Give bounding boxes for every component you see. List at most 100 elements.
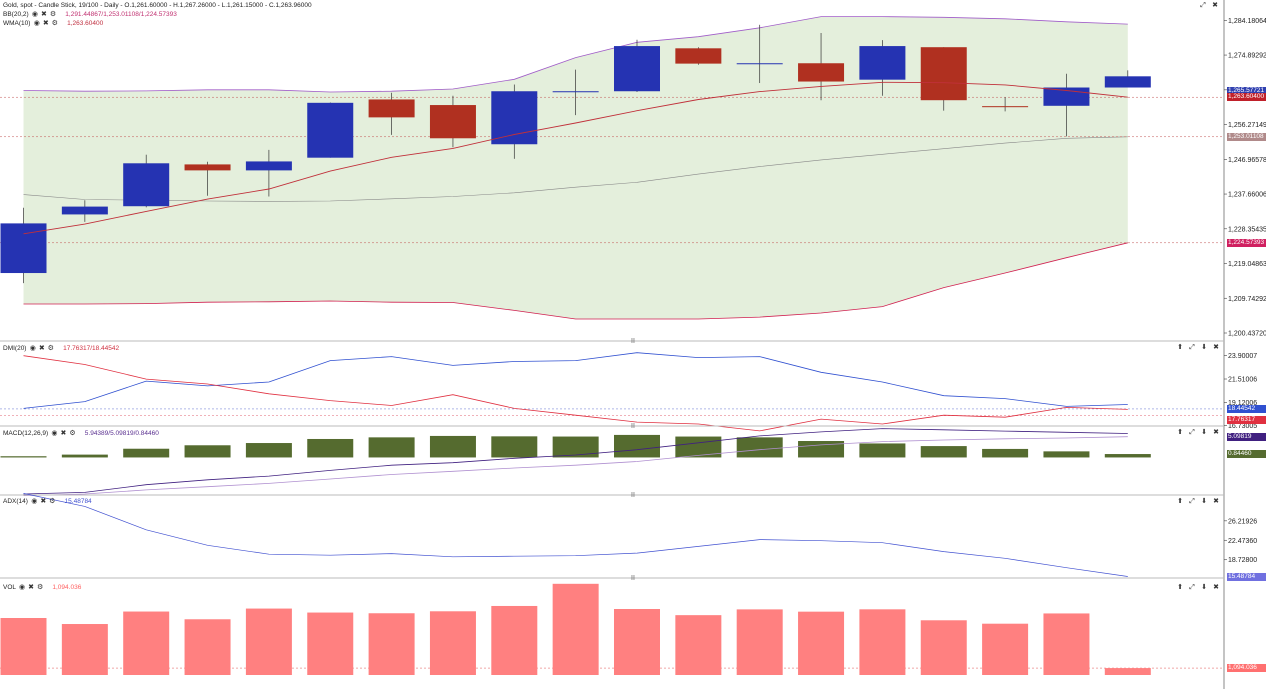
close-icon[interactable]: ✖ [1213, 344, 1219, 351]
price-tick-label: 1,237.66006 [1228, 192, 1266, 199]
candle-body [1104, 76, 1151, 88]
arrow-down-icon[interactable]: ⬇ [1201, 498, 1207, 505]
eye-icon[interactable]: ◉ [29, 345, 36, 352]
dmi-values: 17.76317/18.44542 [63, 345, 120, 352]
dmi-plus-tag: 18.44542 [1227, 404, 1266, 413]
close-icon[interactable]: ✖ [42, 20, 49, 27]
macd-hist-tag: 0.84460 [1227, 450, 1266, 459]
arrow-down-icon[interactable]: ⬇ [1201, 344, 1207, 351]
price-tick-label: 1,209.74292 [1228, 296, 1266, 303]
gear-icon[interactable]: ⚙ [49, 11, 57, 18]
macd-histogram-bar [61, 454, 108, 458]
adx-header: ADX(14) ◉ ✖ ⚙ 15.48784 [3, 497, 92, 506]
candle-body [245, 161, 292, 171]
expand-icon[interactable]: ⤢ [1200, 2, 1206, 9]
eye-icon[interactable]: ◉ [33, 20, 40, 27]
expand-icon[interactable]: ⤢ [1189, 344, 1195, 351]
macd-values: 5.94389/5.09819/0.84460 [84, 430, 159, 437]
bb-upper-line [23, 16, 1128, 93]
pane-resize-handle: II [631, 423, 635, 430]
close-icon[interactable]: ✖ [1213, 429, 1219, 436]
expand-icon[interactable]: ⤢ [1189, 429, 1195, 436]
macd-signal-tag: 5.09819 [1227, 432, 1266, 441]
arrow-up-icon[interactable]: ⬆ [1177, 429, 1183, 436]
volume-bar [614, 609, 660, 675]
macd-histogram-bar [675, 436, 722, 458]
close-icon[interactable]: ✖ [1213, 584, 1219, 591]
arrow-down-icon[interactable]: ⬇ [1201, 429, 1207, 436]
volume-bar [429, 611, 476, 675]
volume-bar [552, 583, 599, 675]
macd-signal-line [23, 436, 1128, 496]
vol-value-tag: 1,094.036 [1227, 664, 1266, 673]
adx-tick-label: 22.47360 [1228, 538, 1257, 545]
close-icon[interactable]: ✖ [1212, 2, 1218, 9]
dmi-header: DMI(20) ◉ ✖ ⚙ 17.76317/18.44542 [3, 344, 119, 353]
gear-icon[interactable]: ⚙ [49, 498, 56, 505]
price-tick-label: 1,219.04863 [1228, 261, 1266, 268]
gear-icon[interactable]: ⚙ [36, 584, 44, 591]
adx-tick-label: 26.21926 [1228, 518, 1257, 525]
macd-histogram-bar [552, 436, 599, 458]
volume-bar [245, 608, 292, 675]
close-icon[interactable]: ✖ [28, 584, 35, 591]
price-pane-controls: ⤢ ✖ [1197, 1, 1221, 10]
eye-icon[interactable]: ◉ [51, 430, 58, 437]
candle-body [184, 164, 231, 171]
volume-bar [0, 618, 47, 675]
pane-resize-handle: II [631, 338, 635, 345]
expand-icon[interactable]: ⤢ [1189, 584, 1195, 591]
dmi-pane-controls: ⬆ ⤢ ⬇ ✖ [1174, 343, 1222, 352]
candle-body [859, 46, 906, 80]
dmi-tick-label: 16.73005 [1228, 423, 1257, 430]
wma-values: 1,263.60400 [67, 20, 104, 27]
price-title: Gold, spot - Candle Stick, 19/100 - Dail… [3, 2, 312, 9]
arrow-up-icon[interactable]: ⬆ [1177, 498, 1183, 505]
expand-icon[interactable]: ⤢ [1189, 498, 1195, 505]
macd-histogram-bar [920, 446, 967, 458]
arrow-up-icon[interactable]: ⬆ [1177, 584, 1183, 591]
dmi-tick-label: 19.12006 [1228, 400, 1257, 407]
volume-bar [368, 613, 415, 675]
candle-body [552, 91, 599, 93]
candle-body [982, 106, 1029, 108]
macd-histogram-bar [614, 434, 660, 458]
arrow-down-icon[interactable]: ⬇ [1201, 584, 1207, 591]
gear-icon[interactable]: ⚙ [51, 20, 58, 27]
candle-body [614, 46, 660, 92]
volume-bar [798, 611, 845, 675]
dmi-minus-tag: 17.76317 [1227, 415, 1266, 424]
adx-tick-label: 18.72800 [1228, 557, 1257, 564]
bb-header: BB(20,2) ◉ ✖ ⚙ 1,291.44867/1,253.01108/1,2… [3, 10, 177, 19]
gear-icon[interactable]: ⚙ [69, 430, 76, 437]
pane-resize-handle: II [631, 492, 635, 499]
macd-line [23, 428, 1128, 495]
dmi-label: DMI(20) [3, 345, 27, 352]
volume-bar [123, 611, 170, 675]
adx-label: ADX(14) [3, 498, 28, 505]
macd-histogram-bar [307, 438, 354, 458]
bb-lower-value-tag: 1,224.57393 [1227, 238, 1266, 247]
close-icon[interactable]: ✖ [41, 11, 47, 18]
gear-icon[interactable]: ⚙ [47, 345, 54, 352]
candle-body [429, 105, 476, 139]
macd-histogram-bar [245, 443, 292, 458]
close-icon[interactable]: ✖ [1213, 498, 1219, 505]
price-tick-label: 1,246.96578 [1228, 157, 1266, 164]
price-tick-label: 1,284.18064 [1228, 18, 1266, 25]
volume-bar [982, 623, 1029, 675]
close-icon[interactable]: ✖ [40, 498, 47, 505]
eye-icon[interactable]: ◉ [31, 11, 39, 18]
candle-body [368, 99, 415, 118]
close-icon[interactable]: ✖ [38, 345, 45, 352]
eye-icon[interactable]: ◉ [31, 498, 38, 505]
macd-histogram-bar [859, 443, 906, 458]
eye-icon[interactable]: ◉ [19, 584, 26, 591]
volume-bar [1104, 668, 1151, 675]
close-icon[interactable]: ✖ [60, 430, 67, 437]
arrow-up-icon[interactable]: ⬆ [1177, 344, 1183, 351]
price-tick-label: 1,228.35435 [1228, 226, 1266, 233]
price-pane-header: Gold, spot - Candle Stick, 19/100 - Dail… [3, 1, 312, 10]
candle-body [491, 91, 538, 145]
dmi-tick-label: 23.90007 [1228, 353, 1257, 360]
